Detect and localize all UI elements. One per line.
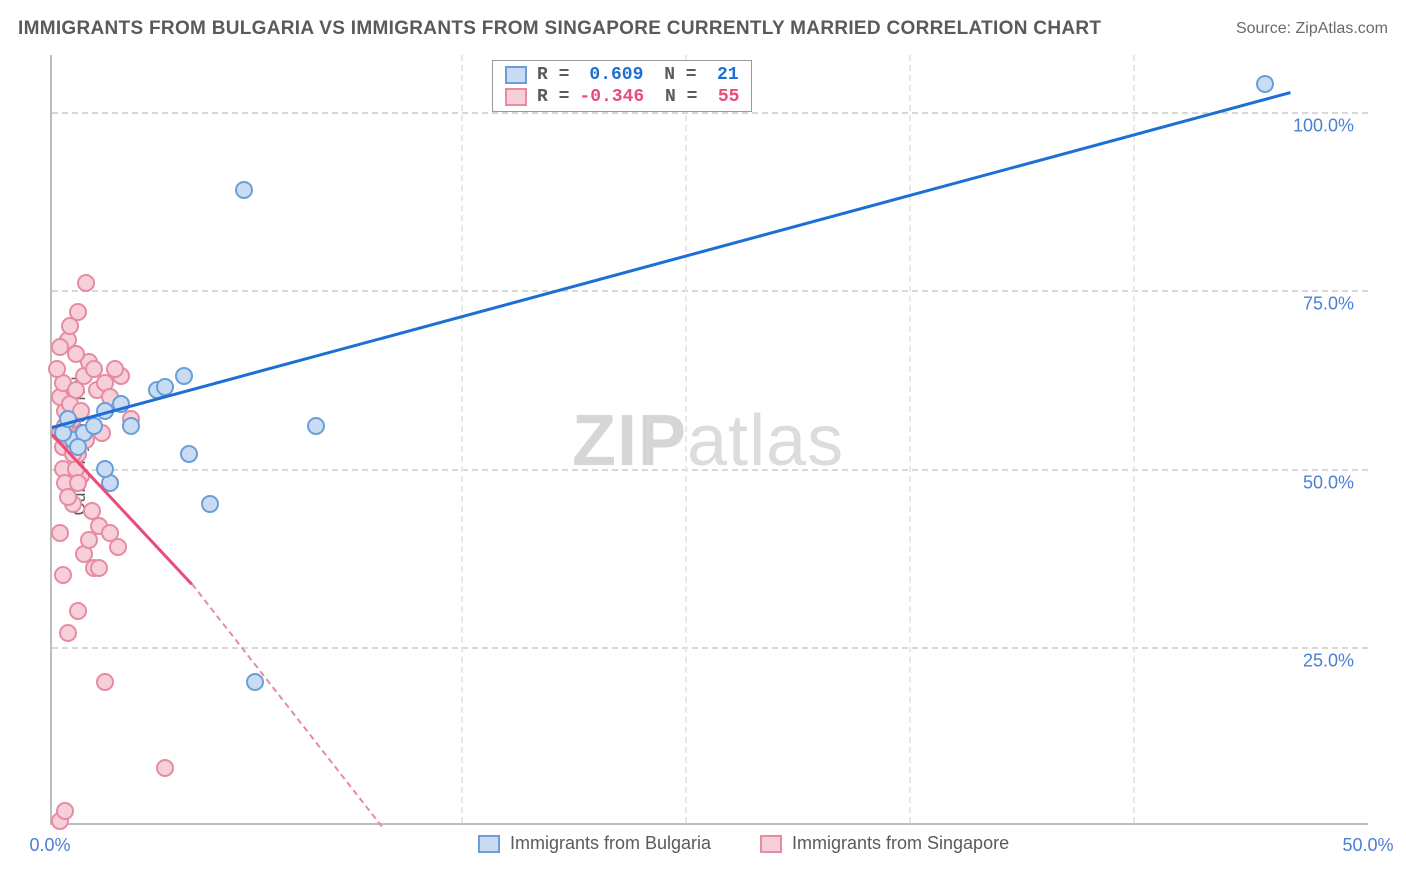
chart-title: IMMIGRANTS FROM BULGARIA VS IMMIGRANTS F… — [18, 18, 1101, 40]
gridline-vertical — [909, 55, 911, 823]
source-attribution: Source: ZipAtlas.com — [1236, 20, 1388, 38]
data-point-singapore — [59, 624, 77, 642]
legend-swatch-singapore — [505, 88, 527, 106]
data-point-bulgaria — [180, 445, 198, 463]
r-value-singapore: -0.346 — [579, 87, 644, 107]
y-tick-label: 100.0% — [1293, 116, 1354, 137]
correlation-legend-box: R = 0.609 N = 21 R = -0.346 N = 55 — [492, 60, 752, 112]
data-point-singapore — [67, 381, 85, 399]
scatter-plot-area: ZIPatlas 25.0%50.0%75.0%100.0%R =0.609 N… — [50, 55, 1368, 825]
data-point-bulgaria — [235, 181, 253, 199]
gridline-horizontal — [52, 469, 1368, 471]
data-point-bulgaria — [122, 417, 140, 435]
gridline-vertical — [1133, 55, 1135, 823]
data-point-singapore — [109, 538, 127, 556]
data-point-bulgaria — [246, 673, 264, 691]
gridline-vertical — [461, 55, 463, 823]
data-point-singapore — [51, 524, 69, 542]
data-point-singapore — [51, 338, 69, 356]
trend-line-bulgaria — [52, 91, 1292, 429]
chart-header: IMMIGRANTS FROM BULGARIA VS IMMIGRANTS F… — [18, 18, 1388, 40]
n-label: N = — [653, 65, 696, 85]
data-point-bulgaria — [96, 460, 114, 478]
y-tick-label: 75.0% — [1303, 294, 1354, 315]
legend-label-singapore: Immigrants from Singapore — [792, 833, 1009, 854]
legend-label-bulgaria: Immigrants from Bulgaria — [510, 833, 711, 854]
x-tick-label: 0.0% — [29, 835, 70, 856]
data-point-singapore — [90, 559, 108, 577]
data-point-singapore — [56, 802, 74, 820]
data-point-singapore — [48, 360, 66, 378]
data-point-bulgaria — [1256, 75, 1274, 93]
data-point-singapore — [61, 317, 79, 335]
r-value-bulgaria: 0.609 — [579, 65, 643, 85]
n-label: N = — [654, 87, 697, 107]
legend-swatch-singapore — [760, 835, 782, 853]
n-value-bulgaria: 21 — [707, 65, 739, 85]
data-point-singapore — [54, 566, 72, 584]
data-point-singapore — [80, 531, 98, 549]
data-point-singapore — [106, 360, 124, 378]
data-point-bulgaria — [307, 417, 325, 435]
gridline-horizontal — [52, 290, 1368, 292]
trend-extrapolation-singapore — [191, 583, 382, 827]
y-tick-label: 50.0% — [1303, 472, 1354, 493]
data-point-bulgaria — [175, 367, 193, 385]
data-point-singapore — [67, 345, 85, 363]
gridline-vertical — [685, 55, 687, 823]
data-point-singapore — [69, 474, 87, 492]
legend-item-bulgaria: Immigrants from Bulgaria — [478, 833, 711, 854]
correlation-row-bulgaria: R = 0.609 N = 21 — [505, 65, 739, 85]
data-point-bulgaria — [201, 495, 219, 513]
data-point-singapore — [77, 274, 95, 292]
r-label: R = — [537, 65, 569, 85]
gridline-horizontal — [52, 647, 1368, 649]
legend-swatch-bulgaria — [478, 835, 500, 853]
r-label: R = — [537, 87, 569, 107]
data-point-singapore — [156, 759, 174, 777]
y-tick-label: 25.0% — [1303, 650, 1354, 671]
gridline-horizontal — [52, 112, 1368, 114]
data-point-singapore — [69, 602, 87, 620]
data-point-singapore — [96, 673, 114, 691]
x-tick-label: 50.0% — [1342, 835, 1393, 856]
correlation-row-singapore: R = -0.346 N = 55 — [505, 87, 739, 107]
n-value-singapore: 55 — [707, 87, 739, 107]
legend-item-singapore: Immigrants from Singapore — [760, 833, 1009, 854]
legend-swatch-bulgaria — [505, 66, 527, 84]
